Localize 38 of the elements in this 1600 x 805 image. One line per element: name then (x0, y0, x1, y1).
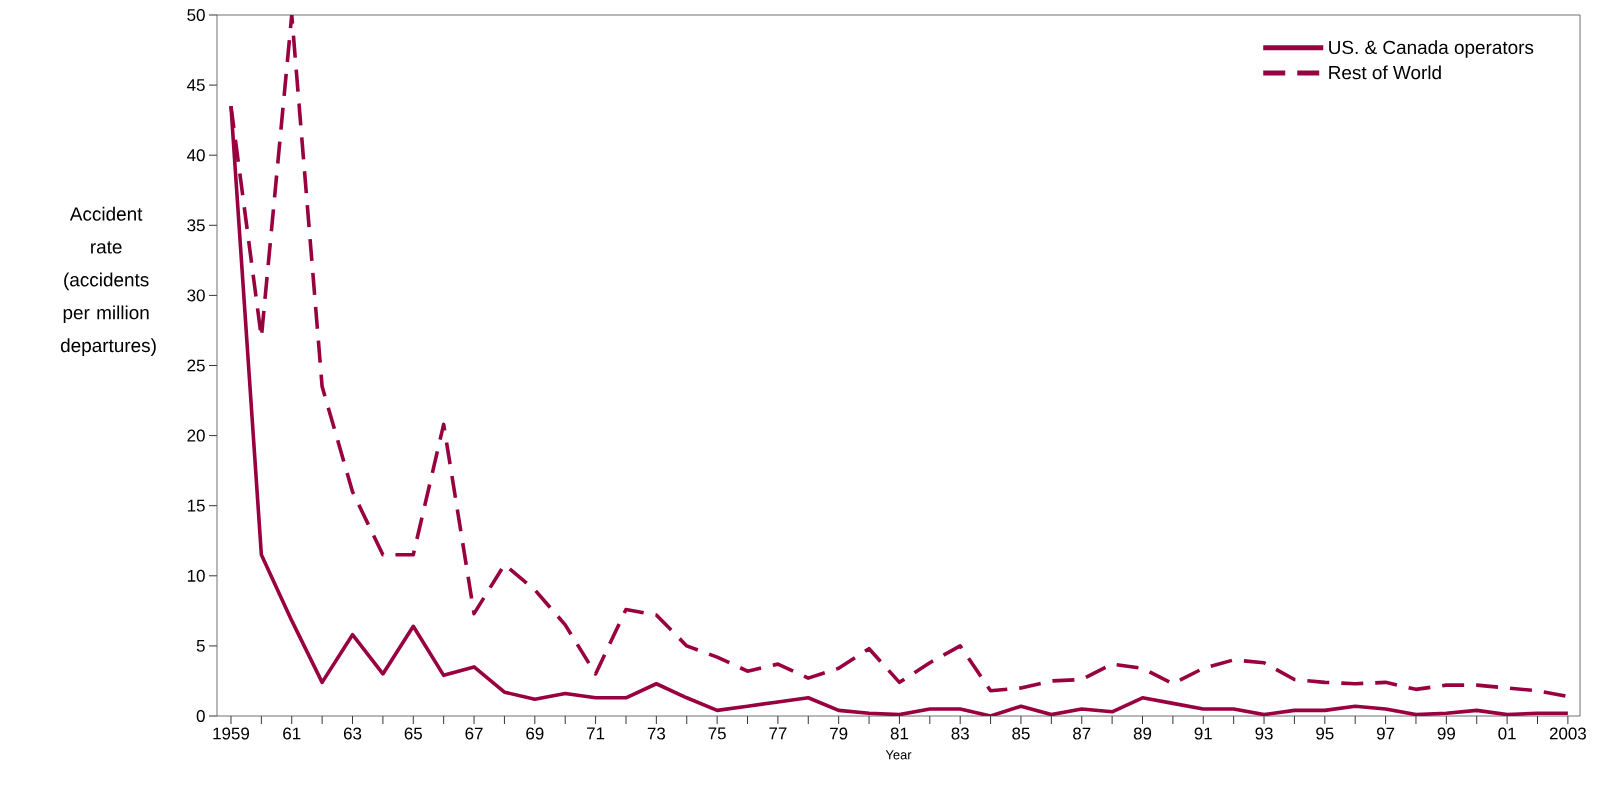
x-tick-label: 71 (587, 727, 605, 740)
y-tick-label: 15 (187, 499, 205, 512)
x-tick-label: 75 (708, 727, 726, 740)
x-tick-label: 83 (951, 727, 969, 740)
x-tick-label: 73 (647, 727, 666, 740)
legend-label: Rest of World (1329, 65, 1441, 80)
x-tick-label: 87 (1073, 727, 1091, 740)
x-tick-label: 79 (830, 727, 848, 740)
x-tick-label: 69 (526, 727, 544, 740)
y-axis-title: Accident rate (accidents per million departures) (60, 206, 156, 356)
x-tick-label: 1959 (213, 727, 250, 740)
y-tick-label: 50 (187, 8, 205, 21)
y-tick-label: 20 (187, 429, 205, 442)
x-tick-label: 01 (1498, 727, 1516, 740)
x-tick-label: 97 (1376, 727, 1395, 740)
y-tick-label: 35 (187, 219, 205, 232)
x-tick-label: 67 (465, 727, 483, 740)
legend-label: US. & Canada operators (1329, 40, 1534, 58)
y-tick-label: 45 (187, 79, 205, 92)
x-tick-label: 77 (769, 727, 787, 740)
y-tick-label: 25 (187, 359, 205, 372)
y-tick-label: 5 (196, 639, 205, 652)
x-tick-label: 95 (1316, 727, 1334, 740)
y-tick-label: 40 (187, 149, 205, 162)
x-tick-label: 99 (1437, 727, 1455, 740)
y-tick-label: 10 (187, 569, 205, 582)
y-tick-label: 30 (187, 289, 205, 302)
x-tick-label: 93 (1255, 727, 1273, 740)
x-tick-label: 85 (1012, 727, 1030, 740)
y-tick-label: 0 (196, 710, 205, 722)
x-tick-label: 89 (1133, 727, 1152, 740)
x-tick-label: 81 (890, 727, 909, 740)
x-tick-label: 63 (343, 727, 362, 740)
x-tick-label: 2003 (1549, 727, 1586, 740)
x-axis-title: Year (885, 750, 912, 760)
x-tick-label: 61 (283, 727, 301, 740)
x-tick-label: 65 (404, 727, 422, 740)
x-tick-label: 91 (1194, 727, 1212, 740)
